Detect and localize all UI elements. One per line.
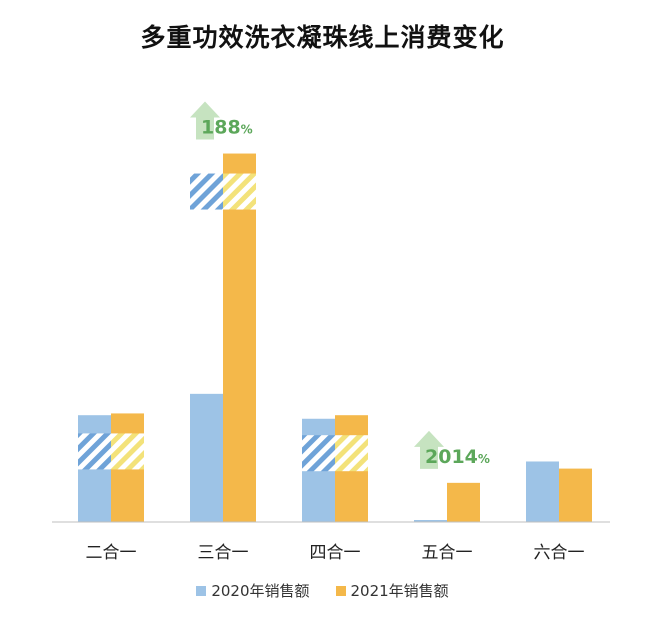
growth-annotation-5in1: 2014% bbox=[414, 430, 490, 469]
legend-swatch-2021 bbox=[335, 585, 346, 596]
axis-break-2021-3in1 bbox=[223, 173, 256, 210]
bar-2020-3in1 bbox=[190, 393, 223, 522]
up-arrow-icon bbox=[414, 430, 444, 469]
axis-break-2021-2in1 bbox=[111, 433, 144, 470]
bar-2021-5in1 bbox=[447, 482, 480, 522]
axis-break-2021-4in1 bbox=[335, 435, 368, 472]
growth-unit: % bbox=[241, 123, 253, 137]
growth-annotation-3in1: 188% bbox=[190, 101, 253, 140]
legend: 2020年销售额 2021年销售额 bbox=[0, 580, 645, 601]
legend-swatch-2020 bbox=[196, 585, 207, 596]
growth-label: 2014% bbox=[425, 446, 490, 468]
x-tick-label: 三合一 bbox=[198, 543, 249, 563]
x-tick-label: 四合一 bbox=[310, 543, 361, 563]
axis-break-2020-3in1 bbox=[190, 173, 223, 210]
growth-unit: % bbox=[478, 452, 490, 466]
axis-break-2020-2in1 bbox=[78, 433, 111, 470]
x-tick-label: 二合一 bbox=[86, 543, 137, 563]
bar-2020-5in1 bbox=[414, 520, 447, 522]
legend-item-2021: 2021年销售额 bbox=[335, 580, 449, 601]
bar-2020-6in1 bbox=[526, 461, 559, 522]
x-tick-label: 五合一 bbox=[422, 543, 473, 563]
legend-item-2020: 2020年销售额 bbox=[196, 580, 310, 601]
x-tick-label: 六合一 bbox=[534, 543, 585, 563]
growth-label: 188% bbox=[201, 117, 253, 139]
axis-break-2020-4in1 bbox=[302, 435, 335, 472]
chart-title: 多重功效洗衣凝珠线上消费变化 bbox=[140, 23, 505, 52]
legend-label-2020: 2020年销售额 bbox=[211, 582, 310, 600]
legend-label-2021: 2021年销售额 bbox=[350, 582, 449, 600]
bar-2021-6in1 bbox=[559, 468, 592, 522]
up-arrow-icon bbox=[190, 101, 220, 140]
bar-2021-3in1 bbox=[223, 153, 256, 523]
